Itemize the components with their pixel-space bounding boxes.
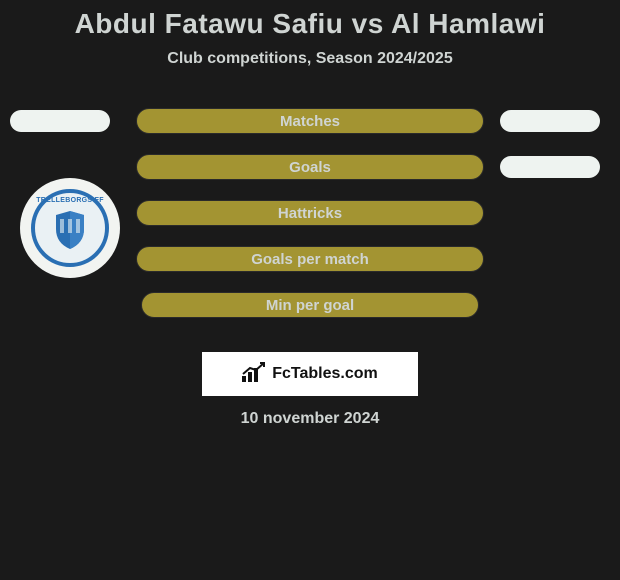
stat-bar: Hattricks [136, 200, 484, 226]
date-text: 10 november 2024 [0, 410, 620, 428]
stat-bar: Goals [136, 154, 484, 180]
branding-box: FcTables.com [202, 352, 418, 396]
club-badge-inner: TRELLEBORGS FF [31, 189, 109, 267]
stat-label: Min per goal [266, 297, 354, 314]
club-badge: TRELLEBORGS FF [20, 178, 120, 278]
right-value-chip [500, 110, 600, 132]
page-subtitle: Club competitions, Season 2024/2025 [0, 50, 620, 68]
chart-icon [242, 362, 266, 387]
branding-text: FcTables.com [272, 365, 378, 383]
stat-bar: Goals per match [136, 246, 484, 272]
stat-label: Goals per match [251, 251, 369, 268]
stat-label: Goals [289, 159, 331, 176]
stat-label: Matches [280, 113, 340, 130]
right-value-chip [500, 156, 600, 178]
stat-bar: Min per goal [141, 292, 479, 318]
stat-label: Hattricks [278, 205, 342, 222]
club-badge-text: TRELLEBORGS FF [35, 197, 105, 204]
shield-icon [52, 209, 88, 251]
left-value-chip [10, 110, 110, 132]
infographic-container: Abdul Fatawu Safiu vs Al Hamlawi Club co… [0, 0, 620, 580]
bar-row: Min per goal [0, 292, 620, 338]
bar-row: Matches [0, 108, 620, 154]
page-title: Abdul Fatawu Safiu vs Al Hamlawi [0, 8, 620, 40]
stat-bar: Matches [136, 108, 484, 134]
